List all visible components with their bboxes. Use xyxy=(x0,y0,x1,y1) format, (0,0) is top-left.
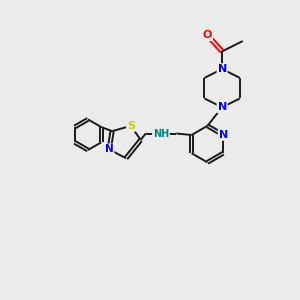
Text: N: N xyxy=(218,102,227,112)
Text: NH: NH xyxy=(153,128,169,139)
Text: N: N xyxy=(218,64,227,74)
Text: N: N xyxy=(105,144,113,154)
Text: N: N xyxy=(219,130,228,140)
Text: S: S xyxy=(127,121,135,131)
Text: O: O xyxy=(203,30,212,40)
